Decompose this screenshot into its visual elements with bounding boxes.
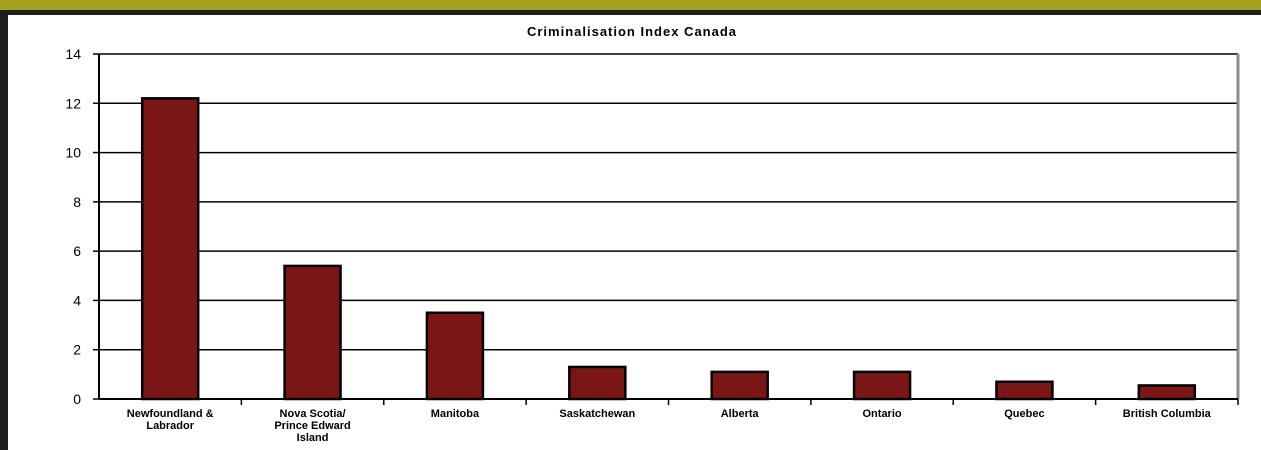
category-label: Quebec	[1004, 408, 1044, 420]
top-dark-border	[0, 10, 1261, 15]
chart-title: Criminalisation Index Canada	[527, 24, 737, 39]
bar	[1137, 384, 1197, 401]
category-label: Saskatchewan	[559, 408, 635, 420]
bar	[710, 370, 769, 401]
bar	[140, 97, 200, 401]
y-tick-label: 12	[65, 95, 81, 111]
axes	[93, 53, 1240, 405]
y-tick-label: 6	[73, 243, 81, 259]
y-tick-label: 0	[73, 391, 81, 407]
y-tick-label: 2	[73, 342, 81, 358]
gridlines	[99, 53, 1238, 351]
bar	[852, 370, 912, 401]
category-labels: Newfoundland & Labrador Nova Scotia/Prince…	[127, 408, 1212, 444]
y-tick-label: 4	[73, 292, 81, 308]
category-label: Ontario	[863, 408, 902, 420]
category-label: Nova Scotia/Prince Edward Island	[274, 408, 350, 444]
bar	[283, 264, 342, 401]
y-tick-labels: 0 2 4 6 8 10 12 14	[65, 46, 81, 407]
y-tick-label: 14	[65, 46, 81, 62]
left-dark-border	[0, 10, 8, 450]
category-label: British Columbia	[1123, 408, 1212, 420]
y-tick-label: 10	[65, 145, 81, 161]
top-olive-bar	[0, 0, 1261, 10]
category-label: Alberta	[721, 408, 760, 420]
category-label: Manitoba	[431, 408, 480, 420]
bar	[425, 311, 485, 401]
category-label: Newfoundland & Labrador	[127, 408, 214, 432]
bars	[140, 97, 1197, 401]
bar	[568, 365, 627, 401]
bar	[995, 380, 1054, 401]
y-tick-label: 8	[73, 194, 81, 210]
